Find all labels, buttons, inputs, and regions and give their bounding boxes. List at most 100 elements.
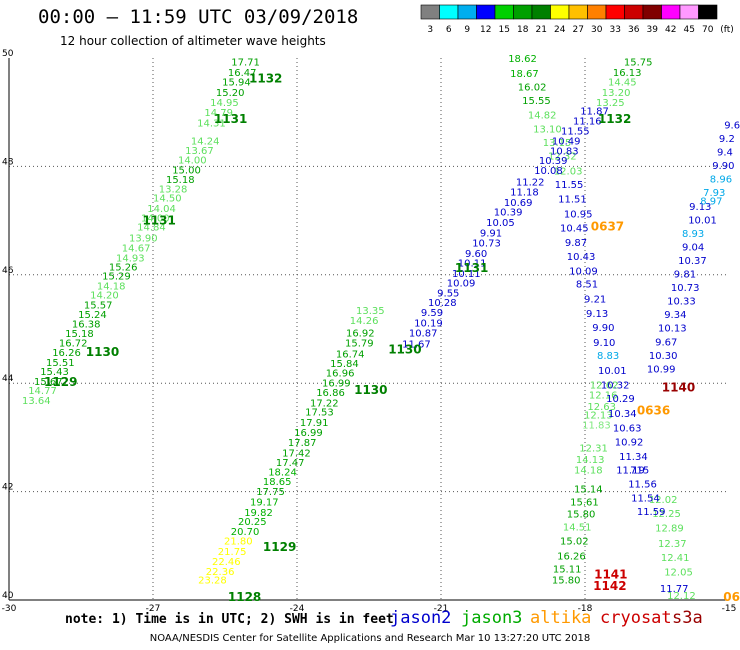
swh-value-label: 16.99 bbox=[294, 428, 323, 439]
swh-value-label: 11.56 bbox=[628, 479, 657, 490]
swh-value-label: 13.64 bbox=[22, 396, 51, 407]
swh-value-label: 16.38 bbox=[72, 319, 101, 330]
swh-value-label: 11.77 bbox=[660, 584, 689, 595]
swh-value-label: 10.28 bbox=[428, 298, 457, 309]
time-label: 1129 bbox=[263, 540, 296, 554]
swh-value-label: 10.83 bbox=[550, 146, 579, 157]
x-tick-label: -15 bbox=[722, 604, 737, 614]
swh-value-label: 8.93 bbox=[682, 229, 704, 240]
colorbar-label: 27 bbox=[573, 25, 584, 35]
page-subtitle: 12 hour collection of altimeter wave hei… bbox=[60, 34, 326, 48]
swh-value-label: 9.13 bbox=[689, 202, 711, 213]
swh-value-label: 10.39 bbox=[539, 156, 568, 167]
colorbar-label: 9 bbox=[464, 25, 470, 35]
time-label: 1140 bbox=[662, 380, 695, 394]
swh-value-label: 16.47 bbox=[228, 68, 257, 79]
legend-s3a: s3a bbox=[672, 608, 703, 628]
page-title: 00:00 – 11:59 UTC 03/09/2018 bbox=[38, 6, 359, 28]
x-tick-label: -30 bbox=[2, 604, 17, 614]
y-tick-label: 40 bbox=[2, 591, 14, 601]
swh-value-label: 14.13 bbox=[576, 455, 605, 466]
swh-value-label: 15.84 bbox=[330, 359, 359, 370]
swh-value-label: 11.16 bbox=[573, 117, 602, 128]
swh-value-label: 17.75 bbox=[256, 487, 285, 498]
time-label: 1131 bbox=[455, 261, 488, 275]
swh-value-label: 14.79 bbox=[204, 108, 233, 119]
colorbar-label: 21 bbox=[536, 25, 547, 35]
swh-value-label: 12.03 bbox=[554, 167, 583, 178]
swh-value-label: 12.63 bbox=[587, 402, 616, 413]
swh-value-label: 15.18 bbox=[65, 329, 94, 340]
swh-value-label: 12.32 bbox=[548, 151, 577, 162]
swh-value-label: 14.00 bbox=[178, 156, 207, 167]
swh-value-label: 16.26 bbox=[52, 348, 81, 359]
swh-value-label: 16.92 bbox=[346, 329, 375, 340]
swh-value-label: 16.86 bbox=[316, 388, 345, 399]
swh-value-label: 15.00 bbox=[172, 165, 201, 176]
swh-value-label: 18.24 bbox=[268, 467, 297, 478]
swh-value-label: 9.4 bbox=[717, 148, 733, 159]
swh-value-label: 10.01 bbox=[598, 366, 627, 377]
swh-value-label: 9.87 bbox=[565, 238, 587, 249]
swh-value-label: 11.34 bbox=[619, 452, 648, 463]
plot-frame bbox=[8, 58, 729, 601]
swh-value-label: 17.53 bbox=[305, 408, 334, 419]
swh-value-label: 9.91 bbox=[480, 228, 502, 239]
swh-value-label: 13.15 bbox=[543, 138, 572, 149]
swh-value-label: 15.26 bbox=[109, 262, 138, 273]
swh-value-label: 7.93 bbox=[703, 188, 725, 199]
time-label: 1141 bbox=[594, 567, 627, 581]
swh-value-label: 16.74 bbox=[336, 350, 365, 361]
time-label: 1128 bbox=[228, 590, 261, 604]
swh-value-label: 10.09 bbox=[569, 266, 598, 277]
swh-value-label: 14.31 bbox=[197, 118, 226, 129]
swh-value-label: 10.09 bbox=[447, 279, 476, 290]
swh-value-label: 10.73 bbox=[472, 239, 501, 250]
swh-value-label: 11.51 bbox=[558, 195, 587, 206]
swh-value-label: 19.82 bbox=[244, 508, 273, 519]
swh-value-label: 16.02 bbox=[518, 83, 547, 94]
colorbar-label: 24 bbox=[554, 25, 566, 35]
swh-value-label: 11.87 bbox=[580, 106, 609, 117]
time-label: 0637 bbox=[591, 219, 624, 233]
swh-value-label: 9.10 bbox=[593, 338, 615, 349]
swh-value-label: 15.29 bbox=[102, 272, 131, 283]
swh-value-label: 11.59 bbox=[637, 507, 666, 518]
swh-value-label: 10.29 bbox=[606, 394, 635, 405]
swh-value-label: 10.34 bbox=[608, 409, 637, 420]
y-tick-label: 42 bbox=[2, 483, 13, 493]
swh-value-label: 14.26 bbox=[350, 316, 379, 327]
swh-value-label: 18.62 bbox=[508, 54, 537, 65]
swh-value-label: 9.21 bbox=[584, 294, 606, 305]
swh-value-label: 12.05 bbox=[664, 568, 693, 579]
swh-value-label: 15.75 bbox=[624, 58, 653, 69]
swh-value-label: 12.13 bbox=[584, 410, 613, 421]
swh-value-label: 14.51 bbox=[563, 523, 592, 534]
swh-value-label: 17.47 bbox=[276, 458, 305, 469]
swh-value-label: 10.43 bbox=[567, 252, 596, 263]
swh-value-label: 19.17 bbox=[250, 498, 279, 509]
swh-value-label: 18.65 bbox=[263, 477, 292, 488]
swh-value-label: 10.95 bbox=[564, 209, 593, 220]
swh-value-label: 14.45 bbox=[608, 78, 637, 89]
swh-value-label: 10.37 bbox=[678, 256, 707, 267]
swh-value-label: 15.51 bbox=[46, 358, 75, 369]
swh-value-label: 15.94 bbox=[222, 78, 251, 89]
x-tick-label: -24 bbox=[290, 604, 305, 614]
swh-value-label: 11.19 bbox=[616, 466, 645, 477]
swh-value-label: 12.31 bbox=[579, 443, 608, 454]
swh-value-label: 16.96 bbox=[326, 369, 355, 380]
swh-value-label: 14.00 bbox=[141, 214, 170, 225]
swh-value-label: 15.67 bbox=[34, 377, 63, 388]
swh-value-label: 15.80 bbox=[567, 510, 596, 521]
swh-value-label: 14.84 bbox=[137, 222, 166, 233]
swh-value-label: 15.55 bbox=[522, 96, 551, 107]
swh-value-label: 11.83 bbox=[582, 421, 611, 432]
swh-value-label: 17.42 bbox=[282, 448, 311, 459]
swh-value-label: 13.28 bbox=[159, 184, 188, 195]
time-label: 1130 bbox=[388, 342, 421, 356]
colorbar-label: 45 bbox=[684, 25, 695, 35]
swh-value-label: 14.93 bbox=[116, 253, 145, 264]
swh-value-label: 14.77 bbox=[28, 386, 57, 397]
swh-value-label: 10.13 bbox=[658, 324, 687, 335]
